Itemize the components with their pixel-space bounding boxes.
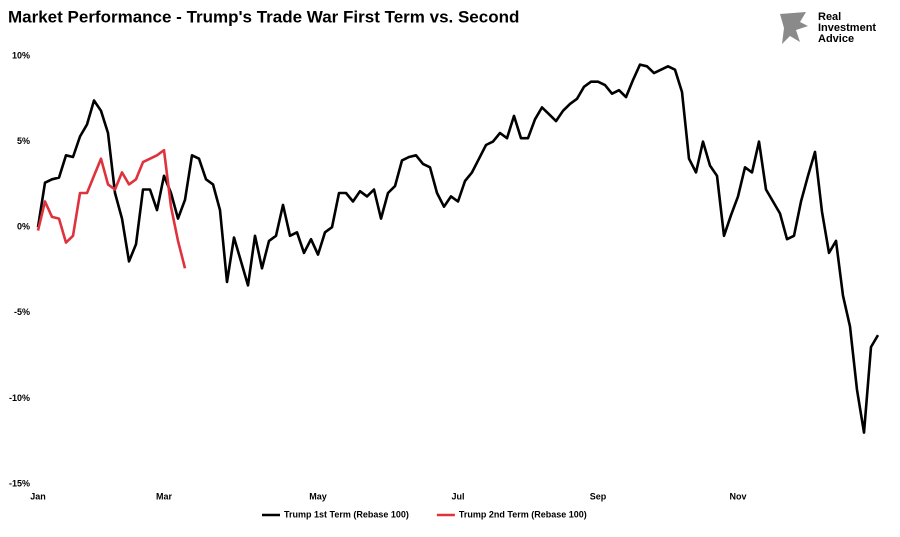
logo-icon <box>780 12 808 44</box>
y-tick-label: 0% <box>17 222 30 232</box>
y-tick-label: -5% <box>14 307 30 317</box>
y-tick-label: -10% <box>9 393 30 403</box>
x-tick-label: Sep <box>590 491 607 501</box>
y-tick-label: 5% <box>17 136 30 146</box>
y-tick-label: 10% <box>12 50 30 60</box>
chart-title: Market Performance - Trump's Trade War F… <box>8 7 519 26</box>
logo-text: Investment <box>818 22 876 34</box>
x-tick-label: May <box>309 491 327 501</box>
series-line <box>36 148 187 269</box>
logo-text: Real <box>818 11 841 23</box>
legend-label: Trump 2nd Term (Rebase 100) <box>459 509 587 519</box>
x-tick-label: Mar <box>156 491 173 501</box>
series-line <box>36 63 880 434</box>
x-tick-label: Jan <box>30 491 46 501</box>
legend-label: Trump 1st Term (Rebase 100) <box>284 509 409 519</box>
logo-text: Advice <box>818 33 854 45</box>
x-tick-label: Nov <box>729 491 746 501</box>
y-tick-label: -15% <box>9 478 30 488</box>
logo: Real Investment Advice <box>780 11 876 45</box>
x-tick-label: Jul <box>451 491 464 501</box>
